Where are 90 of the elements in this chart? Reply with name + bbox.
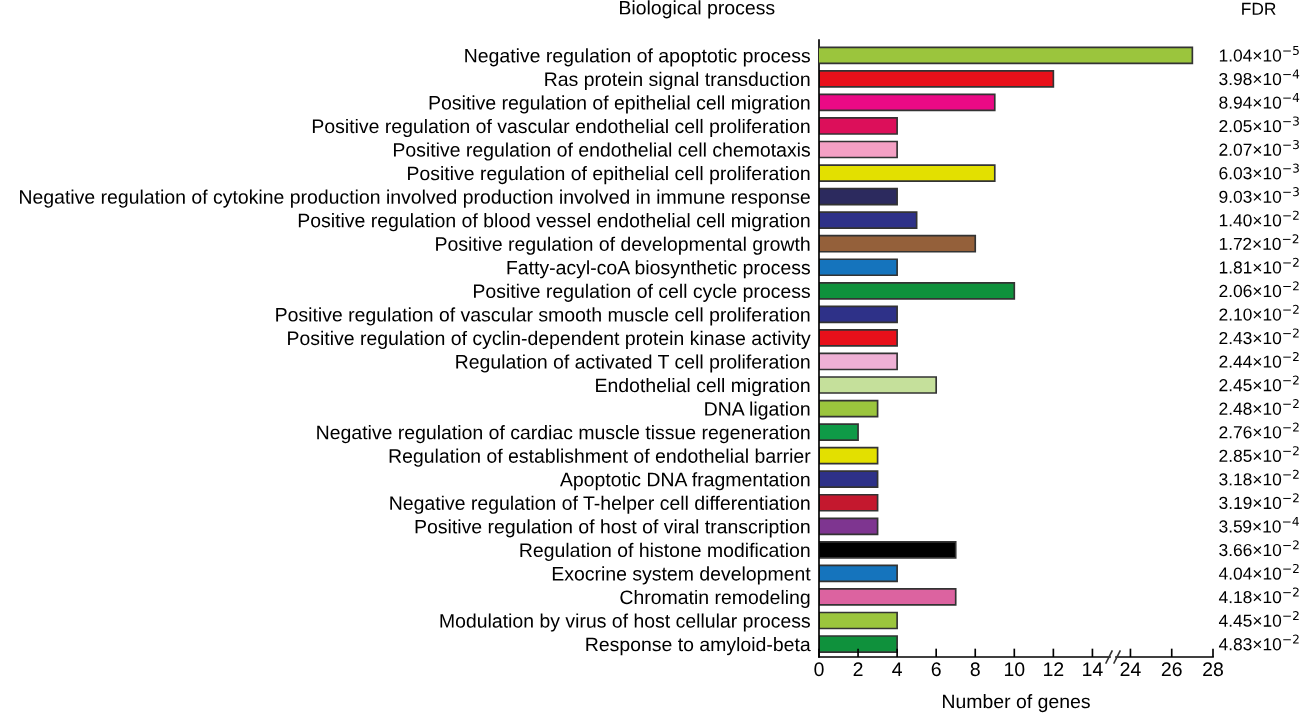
y-tick-label: Apoptotic DNA fragmentation: [559, 472, 810, 491]
x-tick-label: 24: [1120, 662, 1141, 676]
bar: [819, 93, 996, 112]
y-tick-label: Positive regulation of epithelial cell proliferation: [408, 166, 810, 185]
y-tick-label: 9.03×10$^{−3}$: [1219, 187, 1299, 203]
x-tick-label: 28: [1203, 662, 1223, 677]
y-tick-label: Positive regulation of cell cycle process: [474, 283, 810, 302]
bar: [819, 187, 898, 206]
y-tick-label: Positive regulation of host of viral transcription: [415, 519, 810, 538]
y-tick-label: Positive regulation of cyclin-dependent protein kinase activity: [288, 330, 811, 349]
bar: [819, 564, 898, 583]
bar: [819, 281, 1016, 300]
y-tick-label: 2.44×10$^{−2}$: [1219, 351, 1299, 368]
bar: [819, 588, 957, 606]
y-tick-label: Positive regulation of blood vessel endothelial cell migration: [298, 213, 810, 232]
y-tick-label: Regulation of activated T cell proliferation: [456, 354, 810, 373]
y-tick-label: Regulation of establishment of endothelial barrier: [389, 448, 811, 467]
x-tick-label: 4: [892, 662, 902, 676]
y-tick-label: Chromatin remodeling: [620, 589, 810, 609]
y-tick-label: 2.76×10$^{−2}$: [1219, 422, 1299, 439]
x-tick-label: 2: [853, 662, 863, 676]
bar: [819, 70, 1055, 88]
bar: [819, 446, 879, 465]
bar: [819, 211, 918, 229]
y2-axis-title: FDR: [1242, 2, 1276, 15]
y-tick-label: Fatty-acyl-coA biosynthetic process: [507, 260, 810, 279]
y-tick-label: DNA ligation: [705, 401, 810, 420]
bar: [819, 258, 898, 277]
y-tick-label: 8.94×10$^{−4}$: [1219, 93, 1300, 109]
bar: [819, 493, 879, 512]
y-tick-label: Positive regulation of developmental growth: [436, 236, 810, 255]
y-tick-label: 2.10×10$^{−2}$: [1219, 304, 1299, 321]
y-tick-label: Negative regulation of T-helper cell differentiation: [390, 495, 810, 514]
bar: [819, 399, 879, 418]
y-tick-label: Negative regulation of apoptotic process: [465, 48, 810, 67]
bar: [819, 234, 977, 253]
y-tick-label: 1.81×10$^{−2}$: [1219, 257, 1299, 274]
y-tick-label: Positive regulation of vascular endothelial cell proliferation: [312, 118, 810, 138]
y-tick-label: Ras protein signal transduction: [545, 71, 810, 90]
y-tick-label: 2.06×10$^{−2}$: [1219, 281, 1299, 298]
y-tick-label: 3.59×10$^{−4}$: [1219, 516, 1299, 533]
y-tick-label: 1.72×10$^{−2}$: [1219, 234, 1299, 251]
x-tick-label: 14: [1083, 662, 1103, 676]
y-tick-label: 4.83×10$^{−2}$: [1218, 634, 1299, 651]
y-tick-label: 6.03×10$^{−3}$: [1219, 163, 1299, 180]
bar: [819, 329, 898, 347]
y-tick-label: Regulation of histone modification: [520, 542, 810, 561]
bar: [819, 470, 879, 489]
bar: [819, 352, 898, 371]
y-tick-label: Exocrine system development: [552, 566, 811, 585]
y-tick-label: 3.66×10$^{−2}$: [1219, 540, 1299, 557]
y-tick-label: 2.43×10$^{−2}$: [1219, 328, 1299, 345]
y-tick-label: 2.48×10$^{−2}$: [1219, 399, 1299, 415]
x-tick-label: 8: [970, 662, 980, 677]
y-axis-title: Biological process: [620, 0, 775, 19]
y-tick-label: 4.18×10$^{−2}$: [1218, 587, 1299, 604]
bar: [819, 305, 898, 324]
bar: [819, 611, 898, 630]
x-tick-label: 26: [1161, 662, 1182, 677]
y-tick-label: Positive regulation of endothelial cell chemotaxis: [393, 142, 810, 161]
bar: [819, 140, 898, 159]
bar: [819, 117, 898, 135]
y-tick-label: Endothelial cell migration: [596, 377, 810, 397]
y-tick-label: 2.85×10$^{−2}$: [1219, 446, 1299, 462]
bar: [819, 635, 898, 653]
y-tick-label: 4.45×10$^{−2}$: [1218, 610, 1299, 627]
y-tick-label: Positive regulation of epithelial cell migration: [429, 95, 810, 114]
y-tick-label: Positive regulation of vascular smooth muscle cell proliferation: [276, 307, 810, 326]
y-tick-label: 2.05×10$^{−3}$: [1219, 116, 1299, 133]
y-tick-label: Negative regulation of cytokine production involved production involved in immune response: [20, 189, 810, 208]
y-tick-label: 2.07×10$^{−3}$: [1219, 140, 1299, 156]
x-tick-label: 6: [931, 662, 941, 677]
bar: [819, 517, 879, 536]
y-tick-label: 1.40×10$^{−2}$: [1219, 210, 1299, 227]
bar: [819, 376, 938, 394]
x-tick-label: 12: [1044, 662, 1064, 676]
y-tick-label: 3.19×10$^{−2}$: [1219, 493, 1299, 510]
x-tick-label: 0: [814, 662, 824, 677]
x-tick-label: 10: [1004, 662, 1025, 677]
y-tick-label: Negative regulation of cardiac muscle tissue regeneration: [317, 425, 810, 444]
y-tick-label: 3.98×10$^{−4}$: [1219, 69, 1300, 86]
y-tick-label: 3.18×10$^{−2}$: [1219, 469, 1299, 486]
y-tick-label: Response to amyloid-beta: [586, 637, 811, 656]
y-tick-label: Modulation by virus of host cellular process: [440, 613, 810, 632]
y-tick-label: 2.45×10$^{−2}$: [1219, 375, 1299, 392]
y-tick-label: 1.04×10$^{−5}$: [1219, 45, 1299, 62]
bar: [819, 164, 996, 182]
x-axis-title: Number of genes: [943, 694, 1090, 713]
y-tick-label: 4.04×10$^{−2}$: [1218, 563, 1299, 580]
bar: [819, 423, 859, 441]
